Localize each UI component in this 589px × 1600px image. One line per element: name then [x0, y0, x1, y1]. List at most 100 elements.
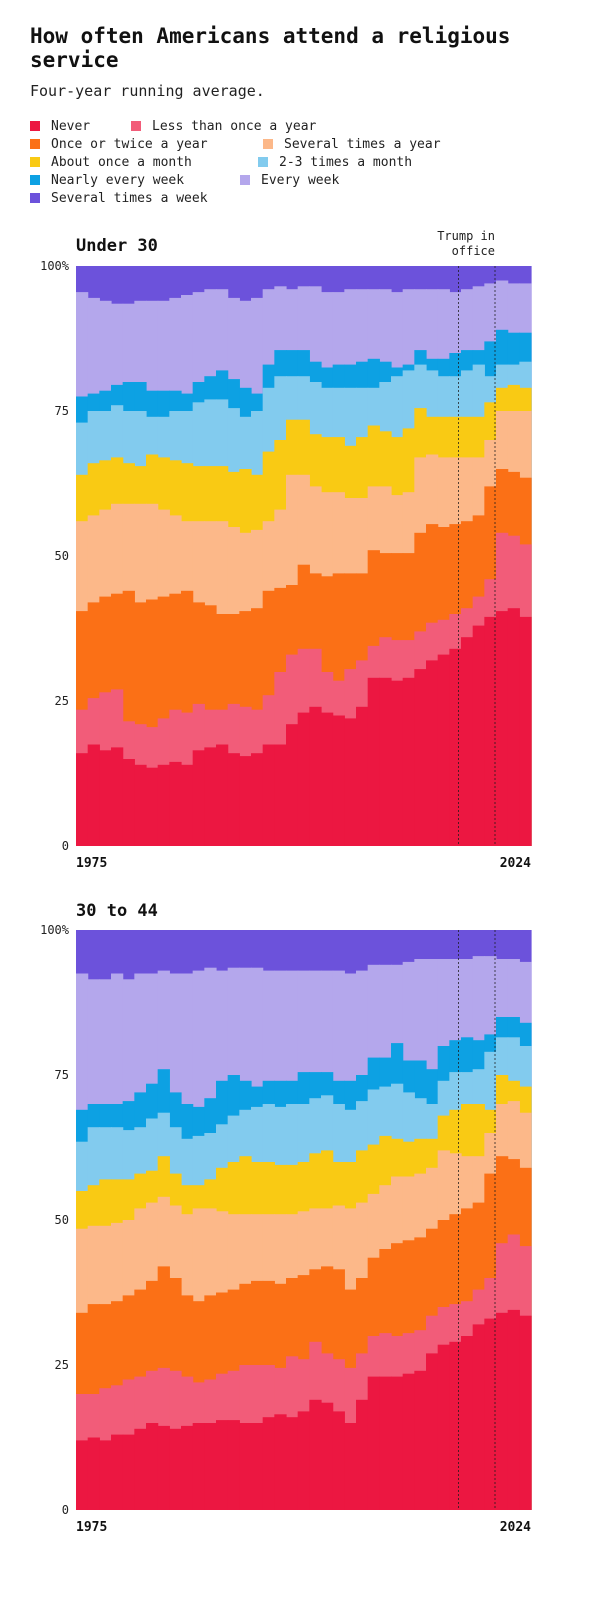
bar-segment — [484, 616, 497, 846]
bar-segment — [262, 1417, 275, 1510]
legend-item-every-week: Every week — [240, 172, 339, 190]
bar-segment — [111, 747, 124, 846]
bar-segment — [122, 759, 135, 846]
bar-segment — [496, 611, 509, 846]
legend-row: Once or twice a year Several times a year — [30, 136, 570, 154]
bar-segment — [286, 724, 299, 846]
bar-segment — [181, 764, 194, 846]
y-tick-label: 0 — [62, 1503, 69, 1517]
legend-label: Nearly every week — [51, 173, 185, 188]
bar-segment — [484, 1318, 497, 1510]
bar-segment — [181, 1425, 194, 1510]
legend-item-several-times-a-year: Several times a year — [263, 136, 441, 154]
bar-segment — [239, 1423, 252, 1510]
bar-segment — [122, 1434, 135, 1510]
bar-segment — [99, 1440, 112, 1510]
panel-title: Under 30 — [76, 236, 158, 256]
bar-segment — [461, 637, 474, 846]
chart-panel: 0 25 50 75 100% 30 to 44 1975 2024 — [40, 901, 532, 1535]
annotation-label-line1: Trump in — [437, 229, 495, 243]
chart-subtitle: Four-year running average. — [30, 82, 265, 100]
bar-segment — [414, 1370, 427, 1510]
legend-item-never: Never — [30, 118, 131, 136]
legend-swatch — [30, 139, 40, 149]
y-tick-label: 100% — [40, 259, 70, 273]
legend-label: Once or twice a year — [51, 137, 208, 152]
bar-segment — [332, 715, 345, 846]
legend-swatch — [30, 121, 40, 131]
bar-segment — [111, 1434, 124, 1510]
series-never — [76, 608, 532, 846]
bar-segment — [146, 767, 159, 846]
bar-segment — [157, 764, 170, 846]
legend-swatch — [263, 139, 273, 149]
bar-segment — [157, 1425, 170, 1510]
bar-segment — [496, 1312, 509, 1510]
bar-segment — [356, 706, 369, 846]
bar-segment — [437, 1344, 450, 1510]
bar-segment — [507, 1309, 520, 1510]
legend-label: 2-3 times a month — [279, 155, 413, 170]
legend-item-less-than-once-a-year: Less than once a year — [131, 118, 316, 136]
bar-segment — [297, 712, 310, 846]
y-tick-label: 50 — [55, 549, 69, 563]
chart-panel: 0 25 50 75 100% Under 30 1975 2024 Trump inoffic… — [40, 229, 532, 871]
bar-segment — [356, 1399, 369, 1510]
legend-row: Nearly every week Every week — [30, 172, 570, 190]
y-tick-label: 75 — [55, 1068, 69, 1082]
panel-title: 30 to 44 — [76, 901, 158, 921]
legend-row: Several times a week — [30, 190, 570, 208]
bar-segment — [227, 753, 240, 846]
annotation-label-line2: office — [452, 244, 495, 258]
bar-segment — [274, 1414, 287, 1510]
bar-segment — [274, 744, 287, 846]
bar-segment — [227, 1420, 240, 1510]
y-tick-label: 25 — [55, 694, 69, 708]
y-tick-label: 50 — [55, 1213, 69, 1227]
bar-segment — [76, 753, 89, 846]
bar-segment — [367, 677, 380, 846]
bar-segment — [262, 744, 275, 846]
legend-label: Less than once a year — [152, 119, 317, 134]
legend-item-several-times-a-week: Several times a week — [30, 190, 208, 208]
chart-title: How often Americans attend a religious s… — [30, 24, 511, 72]
legend-item-about-once-a-month: About once a month — [30, 154, 258, 172]
bar-segment — [379, 1376, 392, 1510]
legend-label: Never — [51, 119, 91, 134]
bar-segment — [426, 660, 439, 846]
x-label-end: 2024 — [500, 856, 531, 871]
bar-segment — [192, 1423, 205, 1510]
legend: Never Less than once a year Once or twice… — [30, 118, 570, 208]
bar-segment — [344, 718, 357, 846]
legend-row: About once a month 2-3 times a month — [30, 154, 570, 172]
bar-segment — [309, 1399, 322, 1510]
legend-label: Several times a year — [284, 137, 441, 152]
bar-segment — [321, 712, 334, 846]
legend-swatch — [30, 193, 40, 203]
bar-segment — [169, 761, 182, 846]
bar-segment — [251, 753, 264, 846]
bar-segment — [391, 1376, 404, 1510]
bar-segment — [449, 1341, 462, 1510]
legend-item-nearly-every-week: Nearly every week — [30, 172, 240, 190]
bar-segment — [87, 744, 100, 846]
bar-segment — [449, 648, 462, 846]
bar-segment — [507, 608, 520, 846]
bar-segment — [134, 1428, 147, 1510]
x-label-start: 1975 — [76, 1520, 107, 1535]
legend-item-once-or-twice-a-year: Once or twice a year — [30, 136, 263, 154]
legend-swatch — [30, 175, 40, 185]
bar-segment — [332, 1411, 345, 1510]
y-tick-label: 0 — [62, 839, 69, 853]
bar-segment — [192, 750, 205, 846]
series-never — [76, 1309, 532, 1510]
bar-segment — [461, 1336, 474, 1510]
bar-segment — [76, 1440, 89, 1510]
legend-swatch — [131, 121, 141, 131]
bar-segment — [391, 680, 404, 846]
bar-segment — [169, 1428, 182, 1510]
x-label-start: 1975 — [76, 856, 107, 871]
bar-segment — [472, 1324, 485, 1510]
bar-segment — [87, 1437, 100, 1510]
legend-row: Never Less than once a year — [30, 118, 570, 136]
